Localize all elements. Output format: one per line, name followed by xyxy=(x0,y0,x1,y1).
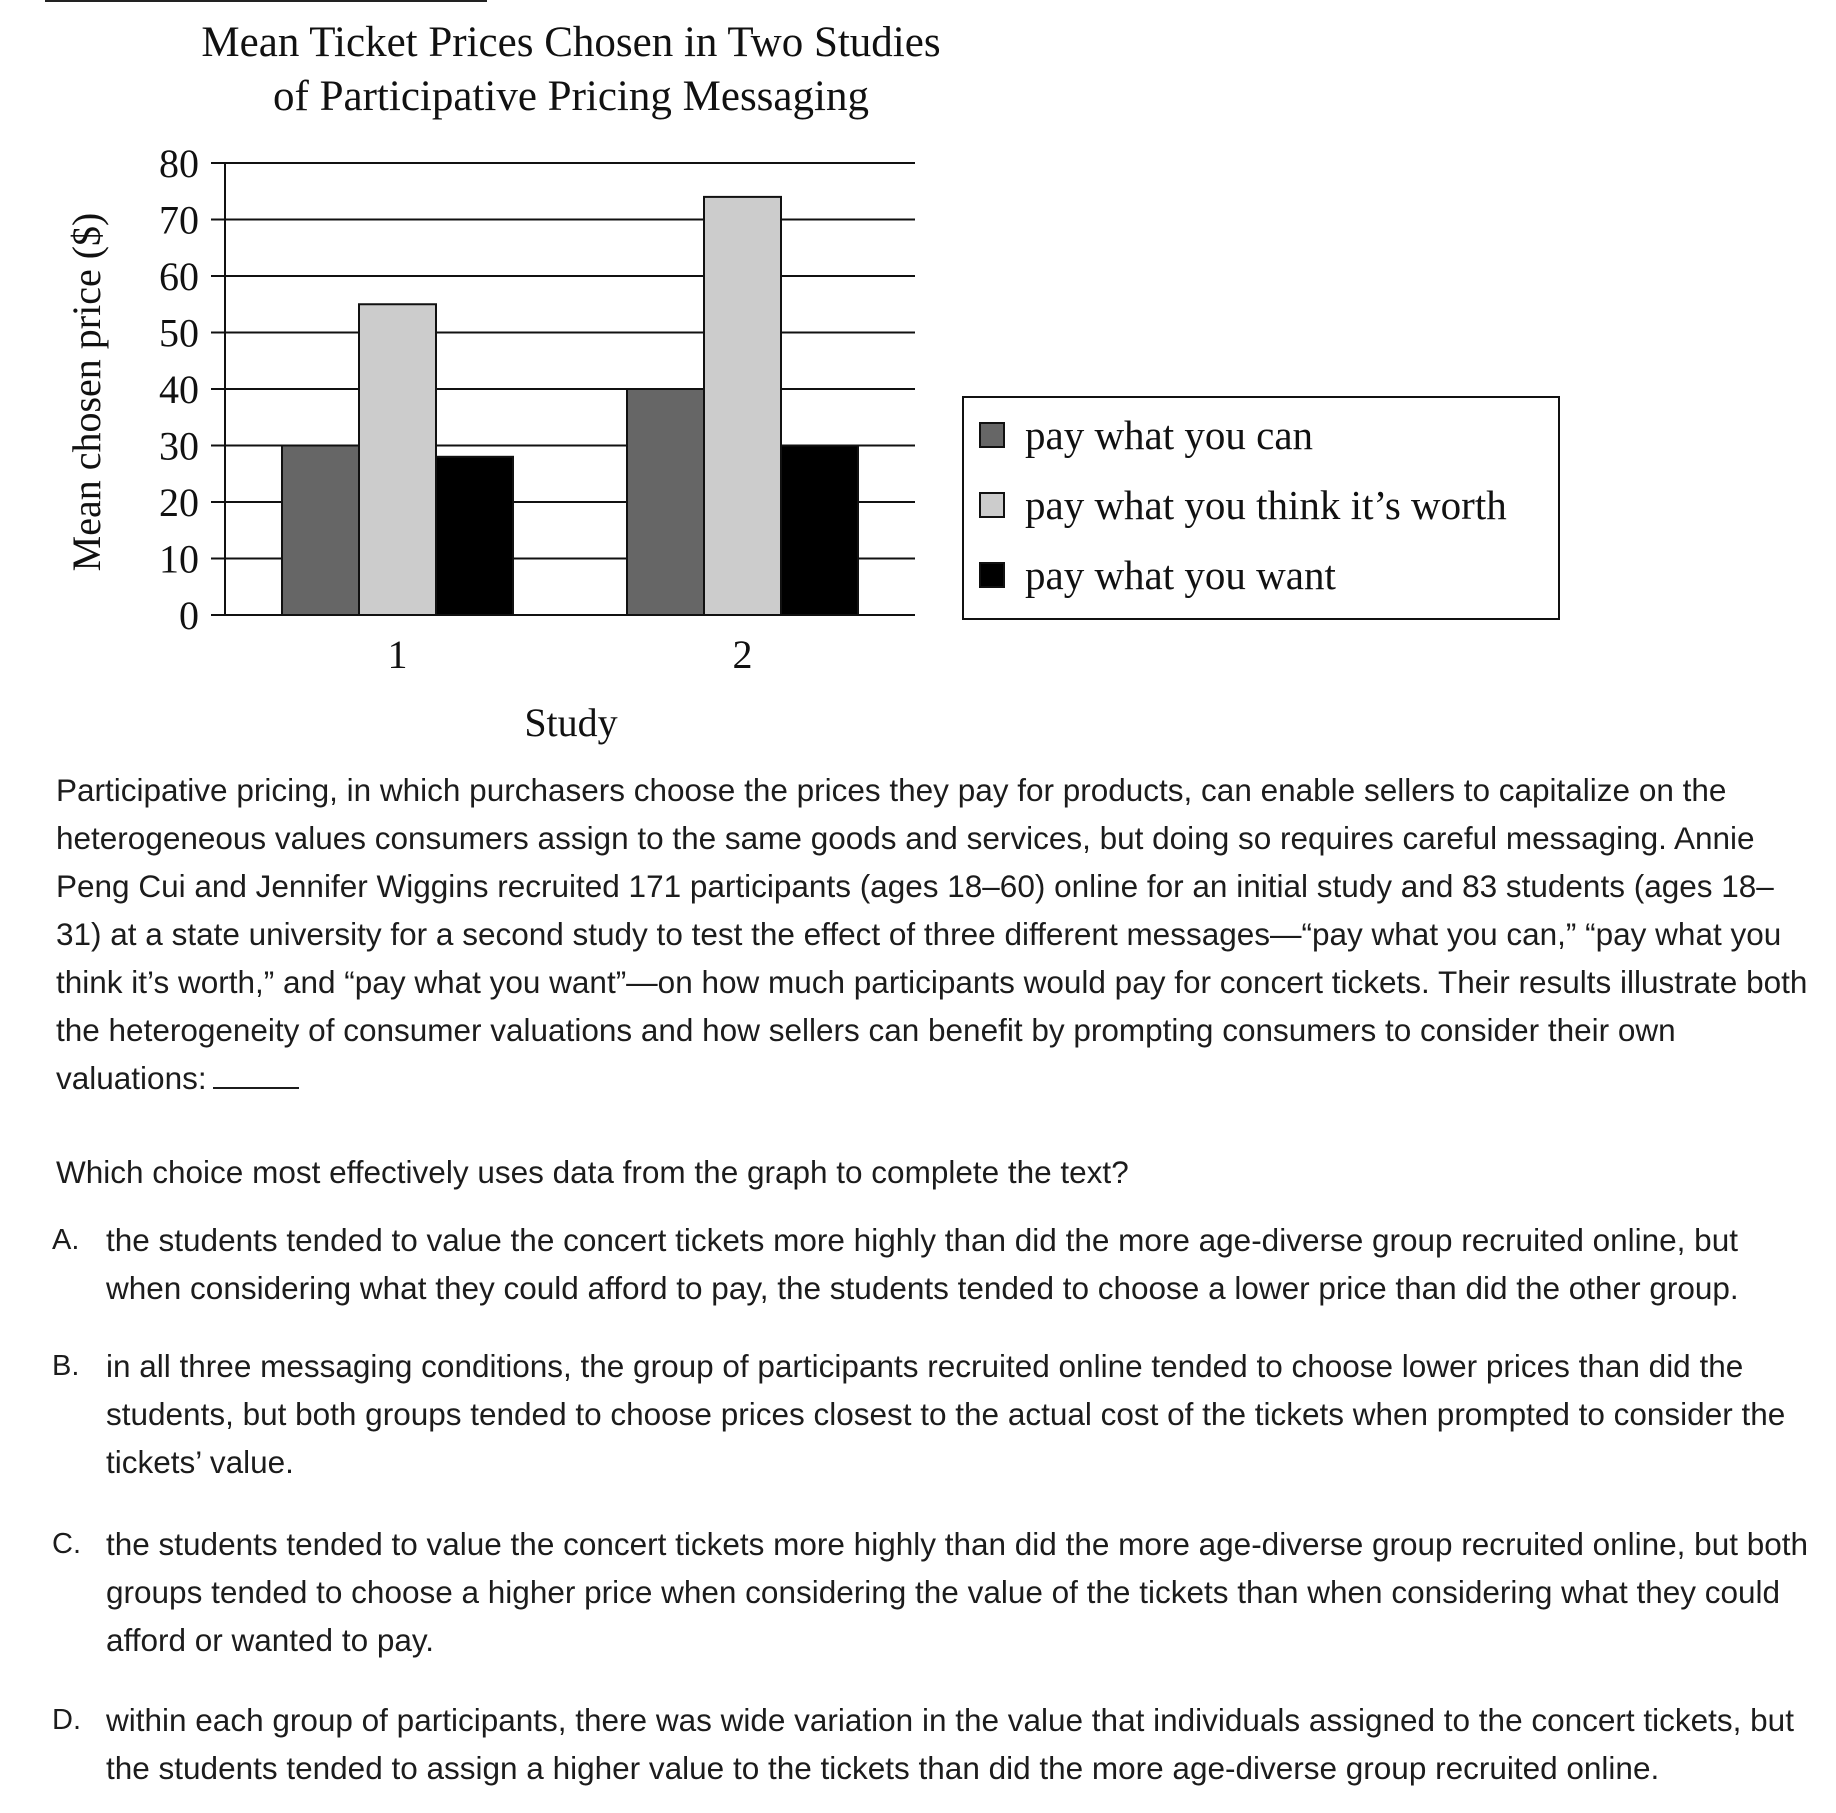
x-axis-label: Study xyxy=(524,700,617,745)
answer-choice-d[interactable]: D. within each group of participants, th… xyxy=(52,1696,1822,1792)
choice-letter: A. xyxy=(52,1224,80,1256)
y-tick-label: 30 xyxy=(159,424,199,469)
answer-blank xyxy=(212,1061,299,1089)
choice-letter: B. xyxy=(52,1350,80,1382)
question-prompt: Which choice most effectively uses data … xyxy=(56,1154,1129,1190)
legend-label: pay what you want xyxy=(1025,552,1336,598)
top-rule xyxy=(45,0,487,2)
y-tick-label: 20 xyxy=(159,480,199,525)
bar xyxy=(780,444,859,616)
x-tick-label: 2 xyxy=(733,632,753,677)
x-tick-label: 1 xyxy=(388,632,408,677)
y-tick-label: 40 xyxy=(159,367,199,412)
answer-choice-b[interactable]: B. in all three messaging conditions, th… xyxy=(52,1342,1822,1486)
y-tick-label: 50 xyxy=(159,311,199,356)
legend-box xyxy=(962,396,1560,620)
choice-text: the students tended to value the concert… xyxy=(106,1526,1809,1658)
legend-label: pay what you can xyxy=(1025,412,1313,458)
answer-choice-a[interactable]: A. the students tended to value the conc… xyxy=(52,1216,1822,1312)
y-axis-label: Mean chosen price ($) xyxy=(64,213,109,572)
y-tick-label: 80 xyxy=(159,141,199,186)
bars xyxy=(281,195,859,616)
bar xyxy=(703,195,782,616)
y-tick-label: 60 xyxy=(159,254,199,299)
choice-text: the students tended to value the concert… xyxy=(106,1222,1739,1306)
legend-label: pay what you think it’s worth xyxy=(1025,482,1507,528)
bar xyxy=(626,388,705,616)
axes: 0 10 20 30 40 50 60 70 80 1 2 xyxy=(159,141,753,677)
bar xyxy=(281,444,360,616)
legend-swatch xyxy=(979,492,1005,518)
legend: pay what you can pay what you think it’s … xyxy=(962,396,1560,620)
legend-swatch xyxy=(979,422,1005,448)
chart-title-line-2: of Participative Pricing Messaging xyxy=(273,73,869,120)
legend-swatch xyxy=(979,562,1005,588)
chart-title-line-1: Mean Ticket Prices Chosen in Two Studies xyxy=(201,19,941,66)
answer-choice-c[interactable]: C. the students tended to value the conc… xyxy=(52,1520,1822,1664)
passage: Participative pricing, in which purchase… xyxy=(56,766,1816,1102)
y-tick-label: 10 xyxy=(159,537,199,582)
choice-text: within each group of participants, there… xyxy=(106,1702,1794,1786)
y-tick-label: 70 xyxy=(159,198,199,243)
choice-text: in all three messaging conditions, the g… xyxy=(106,1348,1786,1480)
y-tick-label: 0 xyxy=(179,593,199,638)
passage-text: Participative pricing, in which purchase… xyxy=(56,772,1808,1096)
choice-letter: C. xyxy=(52,1528,81,1560)
bar xyxy=(358,303,437,616)
bar-chart: 0 10 20 30 40 50 60 70 80 1 2 Mean chosen price ($… xyxy=(64,141,1560,745)
choice-letter: D. xyxy=(52,1704,81,1736)
chart-title: Mean Ticket Prices Chosen in Two Studies… xyxy=(150,16,992,124)
bar xyxy=(435,455,514,616)
